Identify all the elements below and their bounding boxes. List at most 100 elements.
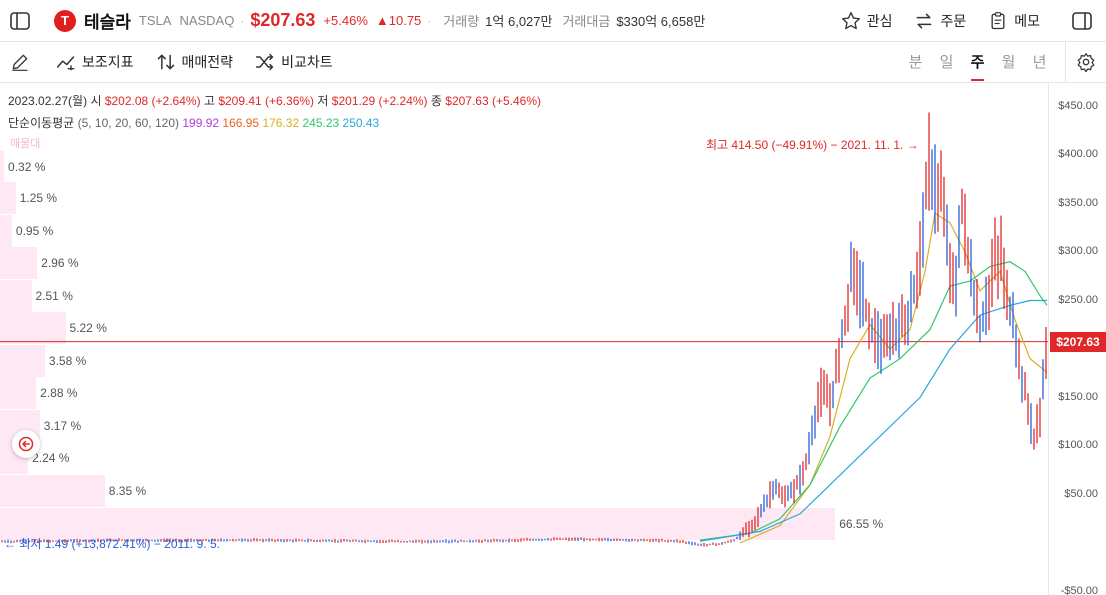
chart-area[interactable]: 0.32 % 1.25 % 0.95 % 2.96 % 2.51 % 5.22 % 3.58…: [0, 84, 1106, 595]
price-plot: [0, 112, 1048, 547]
ma-label: 단순이동평균: [8, 116, 75, 130]
volume-profile-label: 매물대: [10, 138, 41, 150]
volume-profile-label: 0.95 %: [15, 224, 54, 238]
top-bar: T 테슬라 TSLA NASDAQ · $207.63 +5.46% ▲10.7…: [0, 0, 1106, 42]
open-value: $202.08 (+2.64%): [104, 94, 201, 108]
volume-profile-bar: [0, 182, 16, 214]
updown-icon: [157, 54, 174, 70]
ma-line-ma60: [699, 261, 1048, 541]
period-minute[interactable]: 분: [908, 53, 923, 71]
high-annotation: 최고 414.50 (−49.91%) − 2021. 11. 1. →: [706, 138, 919, 152]
close-value: $207.63 (+5.46%): [445, 94, 542, 108]
watch-button[interactable]: 관심: [841, 11, 893, 31]
close-label: 종: [430, 94, 442, 108]
memo-button[interactable]: 메모: [988, 11, 1040, 31]
settings-gear-icon[interactable]: [1066, 41, 1106, 83]
volume-profile-bar: [0, 247, 38, 279]
volume-profile-bar: [0, 215, 12, 247]
indicator-button[interactable]: 보조지표: [56, 52, 134, 72]
volume-profile-bar: [0, 312, 66, 344]
back-arrow-icon: [18, 436, 34, 452]
volume-profile-label: 2.88 %: [40, 386, 78, 400]
volume-profile-bar: [0, 280, 32, 312]
memo-label: 메모: [1014, 12, 1040, 29]
exchange: NASDAQ: [179, 13, 235, 28]
sidebar-toggle-icon[interactable]: [0, 0, 40, 42]
ma-info: 단순이동평균 (5, 10, 20, 60, 120) 199.92 166.9…: [8, 114, 379, 131]
indicator-icon: [56, 56, 75, 71]
change-amount: ▲10.75: [375, 13, 422, 28]
high-label: 고: [203, 94, 215, 108]
y-tick-label: -$50.00: [1060, 584, 1098, 595]
ohlc-date: 2023.02.27(월): [8, 94, 88, 108]
volume-profile-bar: [0, 151, 5, 183]
chart-toolbar: 보조지표 매매전략 비교차트 분 일 주 월 년: [0, 41, 1106, 83]
clipboard-icon: [991, 11, 1005, 29]
volume-profile-label: 2.51 %: [35, 289, 73, 303]
volume-profile-label: 0.32 %: [8, 160, 46, 174]
volume-profile-label: 2.24 %: [32, 451, 70, 465]
y-tick-label: $150.00: [1058, 390, 1098, 403]
volume-profile-bar: [0, 345, 45, 377]
volume-profile-bar: [0, 508, 836, 540]
low-annotation: ← 최저 1.49 (+13,872.41%) − 2011. 9. 5.: [4, 537, 221, 551]
swap-icon: [917, 13, 932, 28]
watch-label: 관심: [866, 12, 893, 29]
panel-toggle-icon[interactable]: [1062, 0, 1102, 42]
strategy-button[interactable]: 매매전략: [156, 52, 234, 72]
order-label: 주문: [940, 12, 967, 29]
low-annotation-text: 최저 1.49 (+13,872.41%) − 2011. 9. 5.: [19, 537, 221, 551]
period-day[interactable]: 일: [939, 53, 954, 71]
y-tick-label: $50.00: [1064, 487, 1098, 500]
volume-profile-label: 5.22 %: [69, 321, 107, 335]
period-week[interactable]: 주: [962, 42, 993, 83]
volume-profile-label: 1.25 %: [19, 191, 58, 205]
pencil-icon[interactable]: [0, 41, 40, 83]
amount-label: 거래대금: [562, 14, 611, 29]
separator: ·: [240, 13, 245, 28]
compare-label: 비교차트: [281, 54, 333, 70]
order-button[interactable]: 주문: [914, 11, 966, 31]
separator: ·: [427, 13, 432, 28]
open-label: 시: [90, 94, 102, 108]
ma5-value: 199.92: [182, 116, 220, 130]
current-price-tag: $207.63: [1050, 331, 1106, 352]
period-month[interactable]: 월: [1001, 53, 1016, 71]
compare-button[interactable]: 비교차트: [255, 52, 333, 72]
ma-line-ma20: [739, 212, 1048, 544]
change-percent: +5.46%: [323, 13, 368, 28]
volume-value: 1억 6,027만: [485, 14, 553, 29]
current-price: $207.63: [250, 10, 316, 30]
volume-profile-label: 3.58 %: [48, 354, 87, 368]
y-tick-label: $350.00: [1058, 196, 1098, 209]
ma-line-ma120: [699, 299, 1047, 542]
volume-profile-label: 2.96 %: [41, 256, 79, 270]
stock-name: 테슬라: [84, 13, 131, 32]
y-tick-label: $250.00: [1058, 293, 1098, 306]
indicator-label: 보조지표: [82, 54, 134, 70]
ma10-value: 166.95: [222, 116, 260, 130]
volume-profile-label: 8.35 %: [108, 484, 147, 498]
high-value: $209.41 (+6.36%): [218, 94, 315, 108]
ma60-value: 245.23: [302, 116, 340, 130]
low-value: $201.29 (+2.24%): [331, 94, 428, 108]
tesla-logo: T: [54, 9, 76, 32]
y-tick-label: $400.00: [1058, 148, 1098, 160]
ohlc-info: 2023.02.27(월) 시 $202.08 (+2.64%) 고 $209.…: [8, 92, 541, 109]
y-tick-label: $450.00: [1058, 99, 1098, 112]
scroll-back-button[interactable]: [12, 430, 40, 458]
amount-value: $330억 6,658만: [616, 14, 706, 29]
low-label: 저: [317, 94, 329, 108]
star-icon: [841, 11, 860, 29]
high-annotation-text: 최고 414.50 (−49.91%) − 2021. 11. 1.: [706, 138, 904, 152]
strategy-label: 매매전략: [181, 54, 234, 70]
ma-periods: (5, 10, 20, 60, 120): [77, 116, 179, 130]
volume-profile-label: 66.55 %: [839, 517, 884, 531]
period-year[interactable]: 년: [1032, 53, 1047, 71]
y-tick-label: $100.00: [1058, 439, 1098, 451]
ma20-value: 176.32: [262, 116, 300, 130]
ma120-value: 250.43: [342, 116, 380, 130]
y-tick-label: $300.00: [1058, 245, 1098, 257]
volume-label: 거래량: [443, 14, 480, 29]
ticker: TSLA: [138, 13, 172, 28]
